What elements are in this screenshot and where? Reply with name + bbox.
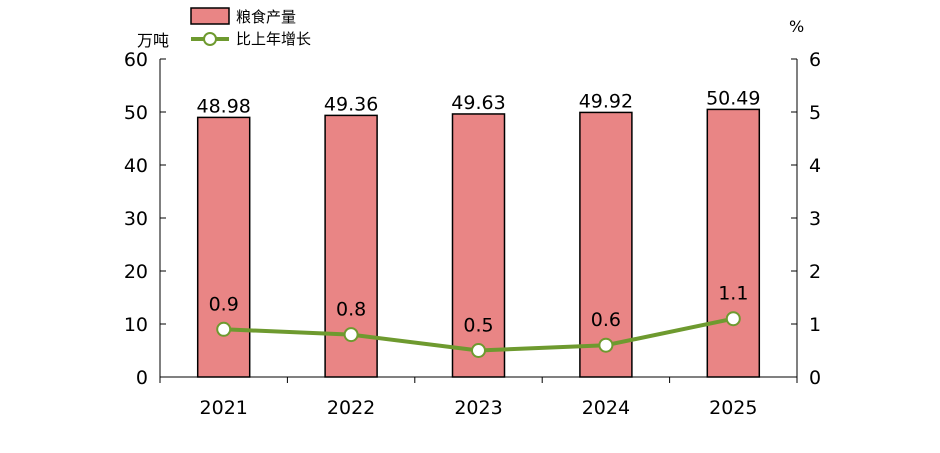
x-tick-label: 2022: [327, 397, 375, 419]
left-tick-label: 40: [124, 155, 148, 177]
line-point: [725, 311, 741, 327]
line-point: [216, 321, 232, 337]
right-tick-label: 5: [809, 102, 821, 124]
bar-data-label: 48.98: [196, 95, 250, 117]
legend-label-line: 比上年增长: [236, 30, 311, 48]
left-tick-label: 60: [124, 49, 148, 71]
bar-data-label: 49.36: [324, 93, 378, 115]
right-tick-label: 1: [809, 314, 821, 336]
x-ticks: 2021 2022 2023 2024 2025: [159, 377, 798, 419]
right-tick-label: 0: [809, 367, 821, 389]
line-data-label: 0.9: [209, 293, 239, 315]
x-tick-label: 2021: [200, 397, 248, 419]
x-tick-label: 2023: [454, 397, 502, 419]
line-series: [216, 311, 741, 358]
line-data-label: 0.6: [591, 309, 621, 331]
left-tick-label: 0: [136, 367, 148, 389]
bar-labels: 48.98 49.36 49.63 49.92 50.49: [196, 87, 760, 117]
right-tick-label: 2: [809, 261, 821, 283]
left-axis-unit: 万吨: [137, 31, 169, 50]
right-tick-label: 3: [809, 208, 821, 230]
bars: [196, 108, 761, 378]
bar: [706, 108, 761, 378]
right-tick-label: 6: [809, 49, 821, 71]
line-point: [598, 337, 614, 353]
bar: [451, 113, 506, 378]
left-tick-label: 30: [124, 208, 148, 230]
x-tick-label: 2025: [709, 397, 757, 419]
line-labels: 0.9 0.8 0.5 0.6 1.1: [209, 283, 749, 337]
bar-data-label: 49.63: [451, 92, 505, 114]
left-ticks: 0 10 20 30 40 50 60: [124, 49, 166, 389]
line-data-label: 1.1: [718, 283, 748, 305]
left-tick-label: 50: [124, 102, 148, 124]
legend-swatch-bar: [190, 7, 230, 25]
bar-data-label: 50.49: [706, 87, 760, 109]
line-data-label: 0.5: [463, 315, 493, 337]
x-tick-label: 2024: [582, 397, 630, 419]
left-tick-label: 20: [124, 261, 148, 283]
bar-data-label: 49.92: [579, 90, 633, 112]
line-point: [343, 327, 359, 343]
left-tick-label: 10: [124, 314, 148, 336]
legend-marker-sample: [203, 32, 217, 46]
line-point: [471, 343, 486, 358]
bar: [196, 116, 251, 378]
bar: [579, 111, 633, 378]
line-data-label: 0.8: [336, 299, 366, 321]
right-ticks: 0 1 2 3 4 5 6: [791, 49, 821, 389]
legend-label-bar: 粮食产量: [236, 8, 296, 26]
right-tick-label: 4: [809, 155, 821, 177]
right-axis-unit: %: [789, 17, 804, 36]
legend: 粮食产量 比上年增长: [190, 7, 311, 48]
